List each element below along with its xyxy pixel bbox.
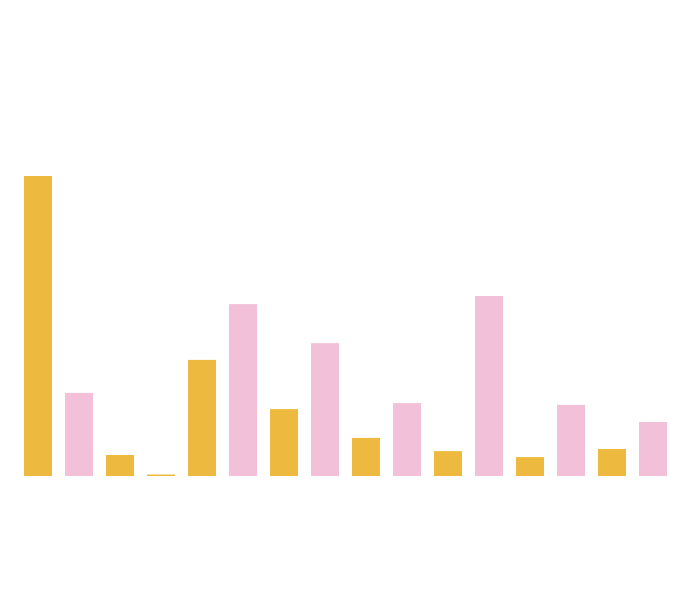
bar-16 — [639, 422, 667, 476]
bar-4 — [147, 474, 175, 476]
bar-12 — [475, 296, 503, 476]
bar-13 — [516, 457, 544, 476]
bar-7 — [270, 409, 298, 476]
bar-14 — [557, 404, 585, 476]
bar-15 — [598, 449, 626, 476]
bar-6 — [229, 304, 257, 476]
bar-1 — [24, 176, 52, 476]
bar-5 — [188, 359, 216, 476]
bar-10 — [393, 403, 421, 476]
bar-2 — [65, 392, 93, 476]
bar-8 — [311, 343, 339, 476]
bar-9 — [352, 437, 380, 476]
bars-group — [24, 176, 667, 476]
bar-3 — [106, 455, 134, 476]
bar-11 — [434, 451, 462, 476]
